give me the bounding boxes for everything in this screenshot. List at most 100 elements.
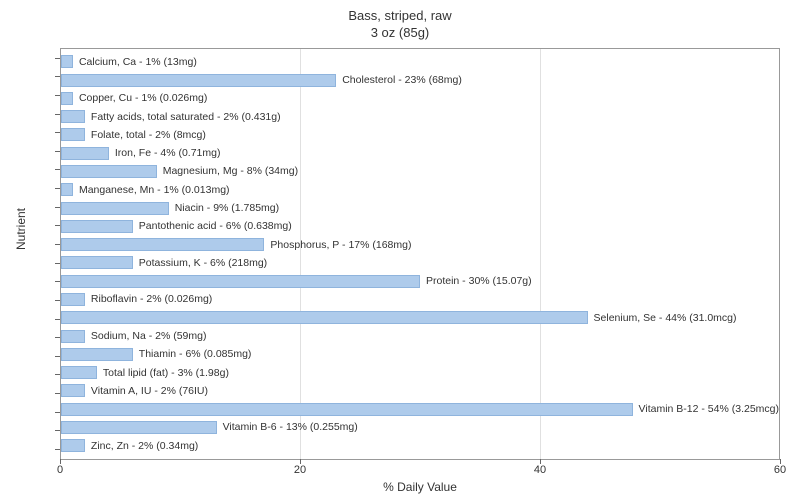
y-tick-mark — [55, 263, 60, 264]
nutrient-label: Copper, Cu - 1% (0.026mg) — [79, 92, 207, 104]
title-line-2: 3 oz (85g) — [0, 25, 800, 42]
y-tick-mark — [55, 188, 60, 189]
bar-row: Sodium, Na - 2% (59mg) — [61, 329, 779, 343]
nutrient-bar — [61, 183, 73, 196]
nutrient-label: Magnesium, Mg - 8% (34mg) — [163, 165, 298, 177]
nutrient-bar — [61, 74, 336, 87]
nutrient-bar — [61, 293, 85, 306]
nutrient-label: Total lipid (fat) - 3% (1.98g) — [103, 367, 229, 379]
y-tick-mark — [55, 356, 60, 357]
x-tick-label: 20 — [294, 464, 306, 476]
y-tick-mark — [55, 207, 60, 208]
y-tick-mark — [55, 393, 60, 394]
y-tick-mark — [55, 430, 60, 431]
title-line-1: Bass, striped, raw — [0, 8, 800, 25]
y-tick-mark — [55, 151, 60, 152]
bar-row: Potassium, K - 6% (218mg) — [61, 256, 779, 270]
y-tick-mark — [55, 300, 60, 301]
bar-row: Vitamin B-6 - 13% (0.255mg) — [61, 420, 779, 434]
chart-title: Bass, striped, raw 3 oz (85g) — [0, 0, 800, 42]
nutrient-label: Thiamin - 6% (0.085mg) — [139, 348, 252, 360]
nutrient-label: Selenium, Se - 44% (31.0mcg) — [594, 312, 737, 324]
nutrient-bar — [61, 311, 588, 324]
x-tick-label: 60 — [774, 464, 786, 476]
bar-row: Iron, Fe - 4% (0.71mg) — [61, 146, 779, 160]
nutrient-bar — [61, 366, 97, 379]
nutrient-label: Niacin - 9% (1.785mg) — [175, 202, 279, 214]
bar-row: Vitamin B-12 - 54% (3.25mcg) — [61, 402, 779, 416]
nutrient-label: Zinc, Zn - 2% (0.34mg) — [91, 440, 198, 452]
nutrient-bar — [61, 165, 157, 178]
nutrient-bar — [61, 256, 133, 269]
nutrient-label: Protein - 30% (15.07g) — [426, 275, 532, 287]
nutrient-label: Fatty acids, total saturated - 2% (0.431… — [91, 111, 281, 123]
nutrient-bar — [61, 330, 85, 343]
nutrient-bar — [61, 384, 85, 397]
bar-row: Niacin - 9% (1.785mg) — [61, 201, 779, 215]
nutrient-bar — [61, 128, 85, 141]
y-tick-mark — [55, 412, 60, 413]
y-axis-label: Nutrient — [14, 208, 28, 250]
bar-row: Vitamin A, IU - 2% (76IU) — [61, 384, 779, 398]
nutrient-label: Pantothenic acid - 6% (0.638mg) — [139, 220, 292, 232]
bar-row: Selenium, Se - 44% (31.0mcg) — [61, 311, 779, 325]
nutrient-bar — [61, 439, 85, 452]
nutrient-bar — [61, 275, 420, 288]
y-tick-mark — [55, 95, 60, 96]
nutrient-label: Cholesterol - 23% (68mg) — [342, 74, 462, 86]
bar-row: Copper, Cu - 1% (0.026mg) — [61, 91, 779, 105]
bar-row: Zinc, Zn - 2% (0.34mg) — [61, 439, 779, 453]
bar-row: Magnesium, Mg - 8% (34mg) — [61, 164, 779, 178]
y-tick-mark — [55, 169, 60, 170]
bar-row: Riboflavin - 2% (0.026mg) — [61, 292, 779, 306]
nutrient-label: Calcium, Ca - 1% (13mg) — [79, 56, 197, 68]
y-tick-mark — [55, 132, 60, 133]
y-tick-mark — [55, 449, 60, 450]
chart-plot-area: Calcium, Ca - 1% (13mg) Cholesterol - 23%… — [60, 48, 780, 460]
x-tick-label: 0 — [57, 464, 63, 476]
y-tick-mark — [55, 114, 60, 115]
nutrient-bar — [61, 238, 264, 251]
y-tick-mark — [55, 58, 60, 59]
y-tick-mark — [55, 225, 60, 226]
nutrient-bar — [61, 55, 73, 68]
nutrient-label: Manganese, Mn - 1% (0.013mg) — [79, 184, 230, 196]
bar-row: Pantothenic acid - 6% (0.638mg) — [61, 219, 779, 233]
bar-row: Cholesterol - 23% (68mg) — [61, 73, 779, 87]
nutrient-label: Vitamin B-6 - 13% (0.255mg) — [223, 421, 358, 433]
nutrient-label: Riboflavin - 2% (0.026mg) — [91, 293, 212, 305]
nutrient-bar — [61, 421, 217, 434]
nutrient-label: Sodium, Na - 2% (59mg) — [91, 330, 207, 342]
y-tick-mark — [55, 76, 60, 77]
nutrient-label: Folate, total - 2% (8mcg) — [91, 129, 206, 141]
bar-row: Thiamin - 6% (0.085mg) — [61, 347, 779, 361]
nutrient-bar — [61, 202, 169, 215]
x-axis: % Daily Value 0204060 — [60, 460, 780, 490]
bars-container: Calcium, Ca - 1% (13mg) Cholesterol - 23%… — [61, 55, 779, 453]
nutrient-bar — [61, 92, 73, 105]
bar-row: Total lipid (fat) - 3% (1.98g) — [61, 366, 779, 380]
bar-row: Manganese, Mn - 1% (0.013mg) — [61, 183, 779, 197]
nutrient-bar — [61, 403, 633, 416]
nutrient-label: Phosphorus, P - 17% (168mg) — [270, 239, 411, 251]
y-tick-mark — [55, 374, 60, 375]
nutrient-label: Potassium, K - 6% (218mg) — [139, 257, 267, 269]
y-tick-mark — [55, 319, 60, 320]
bar-row: Phosphorus, P - 17% (168mg) — [61, 238, 779, 252]
bar-row: Fatty acids, total saturated - 2% (0.431… — [61, 110, 779, 124]
nutrient-bar — [61, 220, 133, 233]
x-axis-label: % Daily Value — [60, 460, 780, 494]
nutrient-label: Iron, Fe - 4% (0.71mg) — [115, 147, 221, 159]
nutrient-bar — [61, 348, 133, 361]
y-tick-mark — [55, 281, 60, 282]
nutrient-bar — [61, 110, 85, 123]
nutrient-label: Vitamin A, IU - 2% (76IU) — [91, 385, 208, 397]
bar-row: Protein - 30% (15.07g) — [61, 274, 779, 288]
bar-row: Calcium, Ca - 1% (13mg) — [61, 55, 779, 69]
nutrient-label: Vitamin B-12 - 54% (3.25mcg) — [639, 403, 779, 415]
y-tick-mark — [55, 337, 60, 338]
y-tick-mark — [55, 244, 60, 245]
nutrient-bar — [61, 147, 109, 160]
x-tick-label: 40 — [534, 464, 546, 476]
bar-row: Folate, total - 2% (8mcg) — [61, 128, 779, 142]
